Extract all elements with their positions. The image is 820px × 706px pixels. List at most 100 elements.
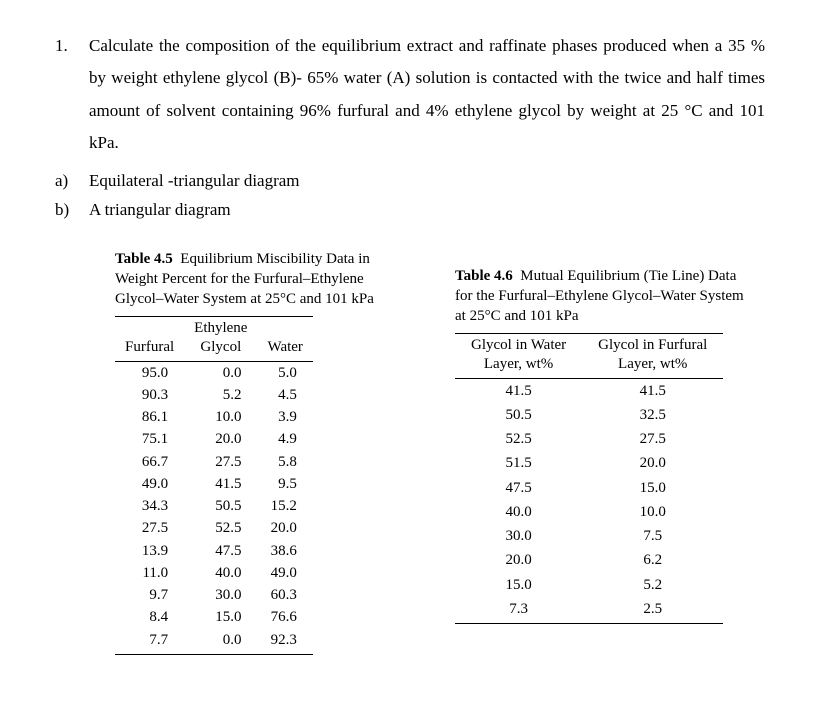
table-cell: 50.5 xyxy=(455,403,582,427)
table-row: 41.541.5 xyxy=(455,378,723,403)
sub-text-a: Equilateral -triangular diagram xyxy=(89,171,300,190)
table-row: 52.527.5 xyxy=(455,427,723,451)
table-row: 7.70.092.3 xyxy=(115,629,313,655)
table-cell: 7.5 xyxy=(582,524,723,548)
table-4-5-block: Table 4.5 Equilibrium Miscibility Data i… xyxy=(115,249,405,655)
table-row: 40.010.0 xyxy=(455,500,723,524)
table-cell: 10.0 xyxy=(184,406,257,428)
table-cell: 3.9 xyxy=(257,406,312,428)
table-cell: 9.5 xyxy=(257,473,312,495)
table-row: 66.727.55.8 xyxy=(115,451,313,473)
table-cell: 32.5 xyxy=(582,403,723,427)
problem-text: Calculate the composition of the equilib… xyxy=(89,36,765,152)
table-cell: 41.5 xyxy=(184,473,257,495)
table-cell: 4.9 xyxy=(257,428,312,450)
table-cell: 15.0 xyxy=(455,573,582,597)
sub-label-a: a) xyxy=(55,167,68,196)
table-cell: 13.9 xyxy=(115,540,184,562)
table-row: 15.05.2 xyxy=(455,573,723,597)
table-cell: 4.5 xyxy=(257,384,312,406)
table-cell: 8.4 xyxy=(115,606,184,628)
table-cell: 20.0 xyxy=(582,451,723,475)
table-cell: 34.3 xyxy=(115,495,184,517)
table-cell: 0.0 xyxy=(184,629,257,655)
sub-item-b: b) A triangular diagram xyxy=(55,196,765,225)
table-row: 7.32.5 xyxy=(455,597,723,624)
table-cell: 95.0 xyxy=(115,361,184,384)
table-row: 51.520.0 xyxy=(455,451,723,475)
sub-item-a: a) Equilateral -triangular diagram xyxy=(55,167,765,196)
table-cell: 30.0 xyxy=(184,584,257,606)
table-cell: 41.5 xyxy=(455,378,582,403)
table-cell: 10.0 xyxy=(582,500,723,524)
table-4-5: Furfural EthyleneGlycol Water 95.00.05.0… xyxy=(115,316,313,655)
tables-container: Table 4.5 Equilibrium Miscibility Data i… xyxy=(55,249,765,655)
table-cell: 2.5 xyxy=(582,597,723,624)
table-cell: 49.0 xyxy=(115,473,184,495)
table-cell: 47.5 xyxy=(184,540,257,562)
table-cell: 47.5 xyxy=(455,476,582,500)
table-4-6-header-water-layer: Glycol in WaterLayer, wt% xyxy=(455,333,582,378)
table-cell: 86.1 xyxy=(115,406,184,428)
table-cell: 75.1 xyxy=(115,428,184,450)
table-4-5-header-water: Water xyxy=(257,316,312,361)
table-row: 13.947.538.6 xyxy=(115,540,313,562)
table-row: 47.515.0 xyxy=(455,476,723,500)
table-cell: 50.5 xyxy=(184,495,257,517)
table-4-5-title-bold: Table 4.5 xyxy=(115,251,173,267)
table-4-6-block: Table 4.6 Mutual Equilibrium (Tie Line) … xyxy=(455,266,745,624)
table-cell: 90.3 xyxy=(115,384,184,406)
table-row: 95.00.05.0 xyxy=(115,361,313,384)
table-cell: 49.0 xyxy=(257,562,312,584)
table-cell: 27.5 xyxy=(115,517,184,539)
problem-number: 1. xyxy=(55,30,68,62)
problem-list: 1. Calculate the composition of the equi… xyxy=(55,30,765,159)
table-cell: 20.0 xyxy=(257,517,312,539)
table-row: 30.07.5 xyxy=(455,524,723,548)
table-cell: 5.2 xyxy=(582,573,723,597)
table-cell: 41.5 xyxy=(582,378,723,403)
table-row: 50.532.5 xyxy=(455,403,723,427)
table-cell: 5.0 xyxy=(257,361,312,384)
table-cell: 15.2 xyxy=(257,495,312,517)
table-cell: 51.5 xyxy=(455,451,582,475)
table-row: 75.120.04.9 xyxy=(115,428,313,450)
table-row: 20.06.2 xyxy=(455,548,723,572)
table-cell: 30.0 xyxy=(455,524,582,548)
table-row: 9.730.060.3 xyxy=(115,584,313,606)
table-cell: 15.0 xyxy=(184,606,257,628)
table-cell: 20.0 xyxy=(184,428,257,450)
table-row: 86.110.03.9 xyxy=(115,406,313,428)
table-cell: 76.6 xyxy=(257,606,312,628)
table-cell: 9.7 xyxy=(115,584,184,606)
table-cell: 20.0 xyxy=(455,548,582,572)
table-cell: 15.0 xyxy=(582,476,723,500)
table-row: 49.041.59.5 xyxy=(115,473,313,495)
sub-label-b: b) xyxy=(55,196,69,225)
table-cell: 7.3 xyxy=(455,597,582,624)
table-cell: 6.2 xyxy=(582,548,723,572)
problem-item-1: 1. Calculate the composition of the equi… xyxy=(55,30,765,159)
table-4-5-header-glycol: EthyleneGlycol xyxy=(184,316,257,361)
table-cell: 38.6 xyxy=(257,540,312,562)
table-cell: 7.7 xyxy=(115,629,184,655)
table-cell: 52.5 xyxy=(184,517,257,539)
table-cell: 60.3 xyxy=(257,584,312,606)
table-cell: 5.8 xyxy=(257,451,312,473)
table-row: 11.040.049.0 xyxy=(115,562,313,584)
table-row: 8.415.076.6 xyxy=(115,606,313,628)
table-4-6-title: Table 4.6 Mutual Equilibrium (Tie Line) … xyxy=(455,266,745,327)
table-cell: 27.5 xyxy=(184,451,257,473)
table-4-5-title: Table 4.5 Equilibrium Miscibility Data i… xyxy=(115,249,405,310)
table-4-6-title-bold: Table 4.6 xyxy=(455,268,513,284)
table-cell: 92.3 xyxy=(257,629,312,655)
table-4-5-header-furfural: Furfural xyxy=(115,316,184,361)
table-cell: 40.0 xyxy=(455,500,582,524)
sub-text-b: A triangular diagram xyxy=(89,200,231,219)
table-cell: 40.0 xyxy=(184,562,257,584)
table-4-6-header-furfural-layer: Glycol in FurfuralLayer, wt% xyxy=(582,333,723,378)
table-row: 90.35.24.5 xyxy=(115,384,313,406)
table-cell: 27.5 xyxy=(582,427,723,451)
table-row: 27.552.520.0 xyxy=(115,517,313,539)
table-row: 34.350.515.2 xyxy=(115,495,313,517)
